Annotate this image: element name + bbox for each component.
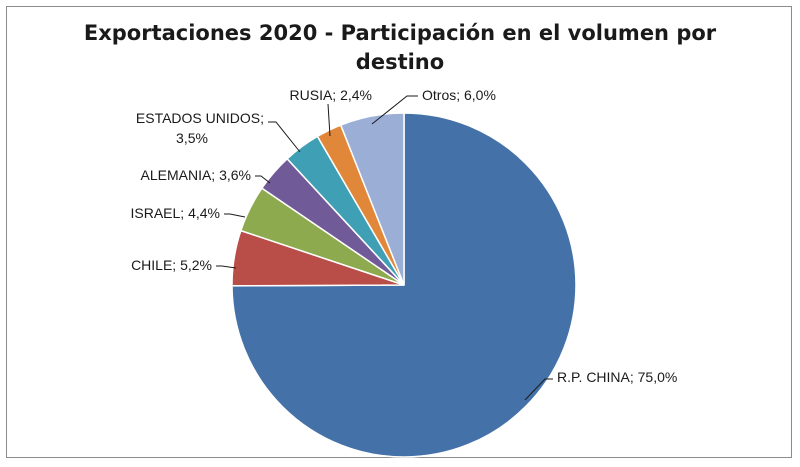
- leader-line-israel: [224, 213, 246, 218]
- data-label-estados-unidos: ESTADOS UNIDOS;: [136, 110, 264, 126]
- leader-line-otros: [371, 95, 418, 125]
- data-label-otros: Otros; 6,0%: [422, 87, 496, 103]
- data-label-estados-unidos-line-2: 3,5%: [176, 130, 208, 146]
- data-label-israel: ISRAEL; 4,4%: [131, 205, 221, 221]
- leader-line-estados-unidos: [268, 121, 301, 153]
- leader-line-rusia: [327, 103, 331, 137]
- leader-line-alemania: [255, 175, 271, 184]
- data-label-chile: CHILE; 5,2%: [131, 257, 212, 273]
- leader-line-r-p-china: [524, 378, 553, 401]
- pie-slice-r-p-china: [231, 112, 577, 458]
- pie-slice-otros: [339, 112, 405, 286]
- chart-title-line-2: destino: [355, 50, 445, 74]
- data-label-alemania: ALEMANIA; 3,6%: [141, 167, 252, 183]
- data-label-rusia: RUSIA; 2,4%: [290, 87, 372, 103]
- chart-title-line-1: Exportaciones 2020 - Participación en el…: [83, 21, 717, 45]
- data-label-r-p-china: R.P. CHINA; 75,0%: [557, 369, 677, 385]
- chart-title: Exportaciones 2020 - Participación en el…: [7, 19, 793, 77]
- leader-line-chile: [216, 265, 237, 269]
